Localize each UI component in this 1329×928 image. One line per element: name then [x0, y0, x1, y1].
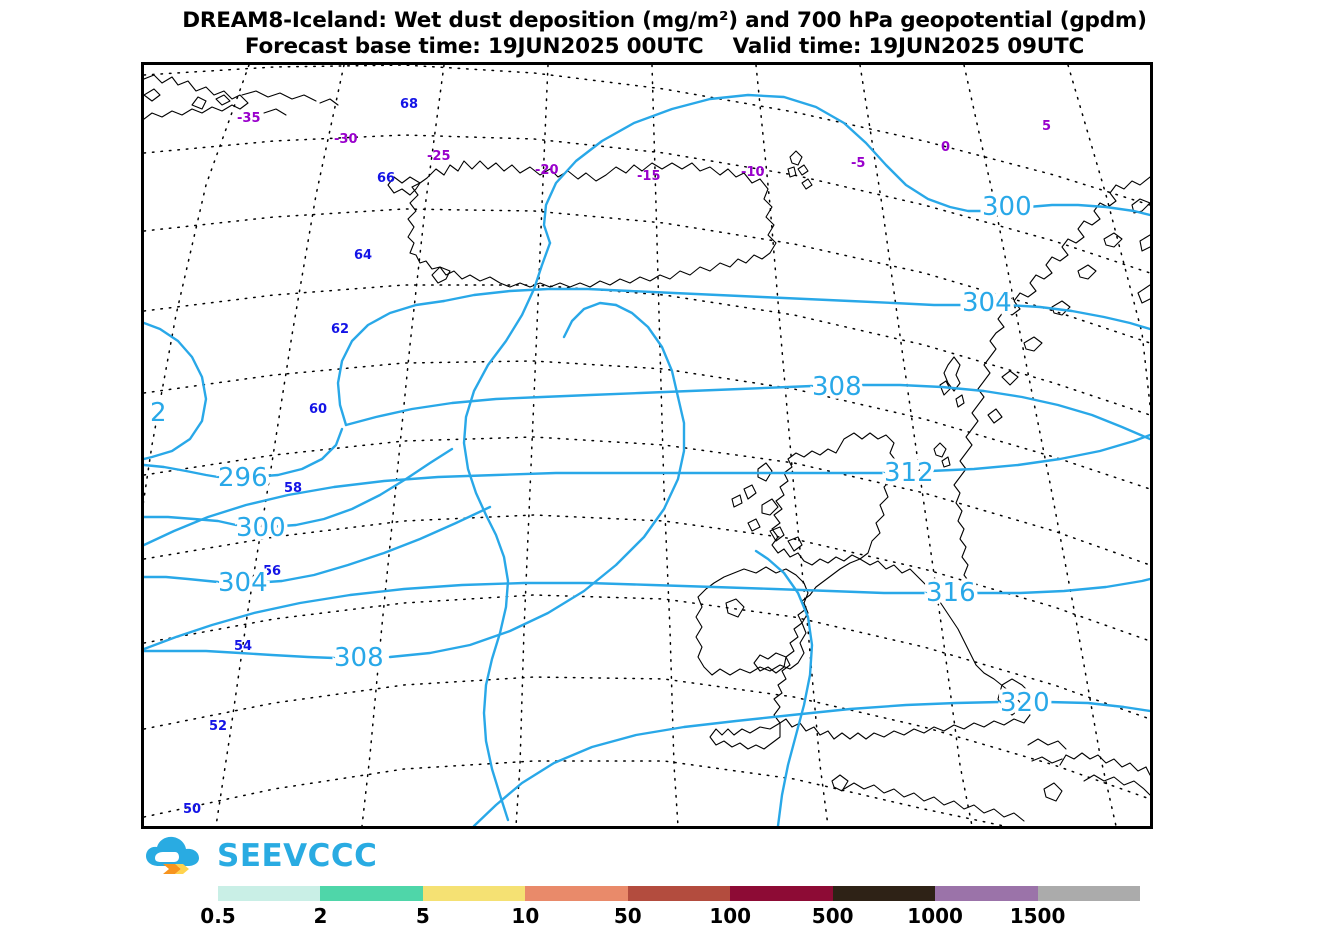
lon-label: -10 — [741, 165, 765, 180]
graticule-parallels — [144, 65, 1150, 826]
lat-label: 68 — [400, 97, 418, 112]
contour-label: 300 — [236, 513, 286, 543]
colorbar-tick: 5 — [415, 904, 430, 928]
contour-label: 308 — [334, 643, 384, 673]
colorbar-tick: 0.5 — [200, 904, 236, 928]
colorbar-swatch — [627, 886, 731, 901]
lat-label: 62 — [331, 322, 349, 337]
colorbar-swatch — [1037, 886, 1140, 901]
lon-label: -30 — [334, 132, 358, 147]
colorbar-swatch — [422, 886, 526, 901]
colorbar-swatch — [525, 886, 628, 901]
contour-label: 308 — [812, 372, 862, 402]
colorbar-tick-labels: 0.5 2 5 10 50 100 500 1000 1500 — [200, 904, 1140, 928]
lon-label: -5 — [851, 156, 865, 171]
colorbar-tick: 2 — [313, 904, 328, 928]
lon-label: 0 — [941, 140, 950, 155]
colorbar-tick: 500 — [811, 904, 854, 928]
geopotential-contours — [144, 93, 1150, 826]
contour-label: 320 — [1000, 688, 1050, 718]
lat-label: 60 — [309, 402, 327, 417]
colorbar-swatch — [832, 886, 936, 901]
cloud-arrow-icon — [146, 836, 199, 874]
lon-label: -15 — [637, 169, 661, 184]
contour-labels: 300 304 308 2 296 300 304 312 316 308 32… — [147, 189, 1054, 722]
colorbar-swatches — [218, 886, 1140, 901]
contour-label: 304 — [218, 568, 268, 598]
colorbar-swatch — [935, 886, 1038, 901]
colorbar-tick: 50 — [613, 904, 642, 928]
colorbar-swatch — [730, 886, 833, 901]
logo-text: SEEVCCC — [217, 837, 378, 874]
seevccc-logo: SEEVCCC — [145, 833, 377, 879]
colorbar-tick: 1000 — [907, 904, 963, 928]
lon-label: -35 — [237, 111, 261, 126]
colorbar-swatch — [218, 886, 321, 901]
latitude-labels: 68 66 64 62 60 58 56 54 52 50 — [183, 97, 418, 817]
colorbar-tick: 100 — [709, 904, 752, 928]
lon-label: -20 — [535, 163, 559, 178]
contour-label: 300 — [982, 192, 1032, 222]
coastlines — [144, 74, 1150, 822]
contour-label: 312 — [884, 458, 934, 488]
lat-label: 50 — [183, 802, 201, 817]
contour-label: 304 — [962, 288, 1012, 318]
contour-label: 2 — [150, 398, 167, 428]
colorbar-tick: 1500 — [1009, 904, 1066, 928]
colorbar-swatch — [320, 886, 423, 901]
lat-label: 54 — [234, 639, 252, 654]
page-title: DREAM8-Iceland: Wet dust deposition (mg/… — [182, 8, 1147, 33]
colorbar: 0.5 2 5 10 50 100 500 1000 1500 — [200, 886, 1140, 928]
colorbar-tick: 10 — [511, 904, 540, 928]
map-canvas: -35 -30 -25 -20 -15 -10 -5 0 5 68 66 64 … — [144, 65, 1150, 826]
map-panel: -35 -30 -25 -20 -15 -10 -5 0 5 68 66 64 … — [141, 62, 1153, 829]
chart-title-block: DREAM8-Iceland: Wet dust deposition (mg/… — [0, 8, 1329, 60]
lon-label: -25 — [427, 149, 451, 164]
lat-label: 66 — [377, 171, 395, 186]
lat-label: 52 — [209, 719, 227, 734]
lon-label: 5 — [1042, 119, 1051, 134]
contour-label: 316 — [926, 578, 976, 608]
lat-label: 64 — [354, 248, 372, 263]
forecast-time-subtitle: Forecast base time: 19JUN2025 00UTC Vali… — [244, 34, 1085, 59]
lat-label: 56 — [263, 564, 281, 579]
contour-label: 296 — [218, 463, 268, 493]
longitude-labels: -35 -30 -25 -20 -15 -10 -5 0 5 — [237, 111, 1051, 184]
lat-label: 58 — [284, 481, 302, 496]
